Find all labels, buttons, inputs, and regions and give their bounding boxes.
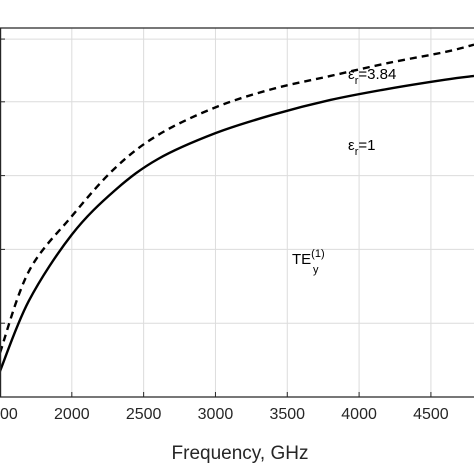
x-axis-title: Frequency, GHz — [172, 443, 309, 464]
series-label-er-384-sub: r — [355, 75, 359, 87]
series-label-er-1-sub: r — [355, 146, 359, 158]
y-grid — [0, 38, 474, 324]
series-label-er-1-value: =1 — [358, 137, 375, 154]
x-tick-label: 3000 — [198, 406, 234, 423]
x-tick-label: 3500 — [269, 406, 305, 423]
mode-label-te-base: TE — [292, 251, 311, 268]
series-line-er-1 — [0, 74, 474, 372]
x-tick-label: 1500 — [0, 406, 18, 423]
series-label-er-384-symbol: ε — [348, 66, 355, 83]
axes — [0, 27, 474, 398]
series-label-er-384: εr=3.84 — [348, 66, 396, 87]
mode-label-te: TE(1) y — [292, 248, 325, 276]
mode-label-te-sup: (1) — [311, 248, 324, 260]
series-label-er-384-value: =3.84 — [358, 66, 396, 83]
x-ticks: 1500 2000 2500 3000 3500 4000 4500 — [0, 392, 449, 423]
series-label-er-1: εr=1 — [348, 137, 375, 158]
x-tick-label: 4500 — [413, 406, 449, 423]
series-line-er-3.84 — [0, 43, 474, 354]
series-layer — [0, 43, 474, 372]
x-tick-label: 2500 — [126, 406, 162, 423]
x-grid — [71, 28, 432, 397]
mode-label-te-sub: y — [313, 264, 319, 276]
series-label-er-1-symbol: ε — [348, 137, 355, 154]
x-tick-label: 4000 — [341, 406, 377, 423]
x-tick-label: 2000 — [54, 406, 90, 423]
